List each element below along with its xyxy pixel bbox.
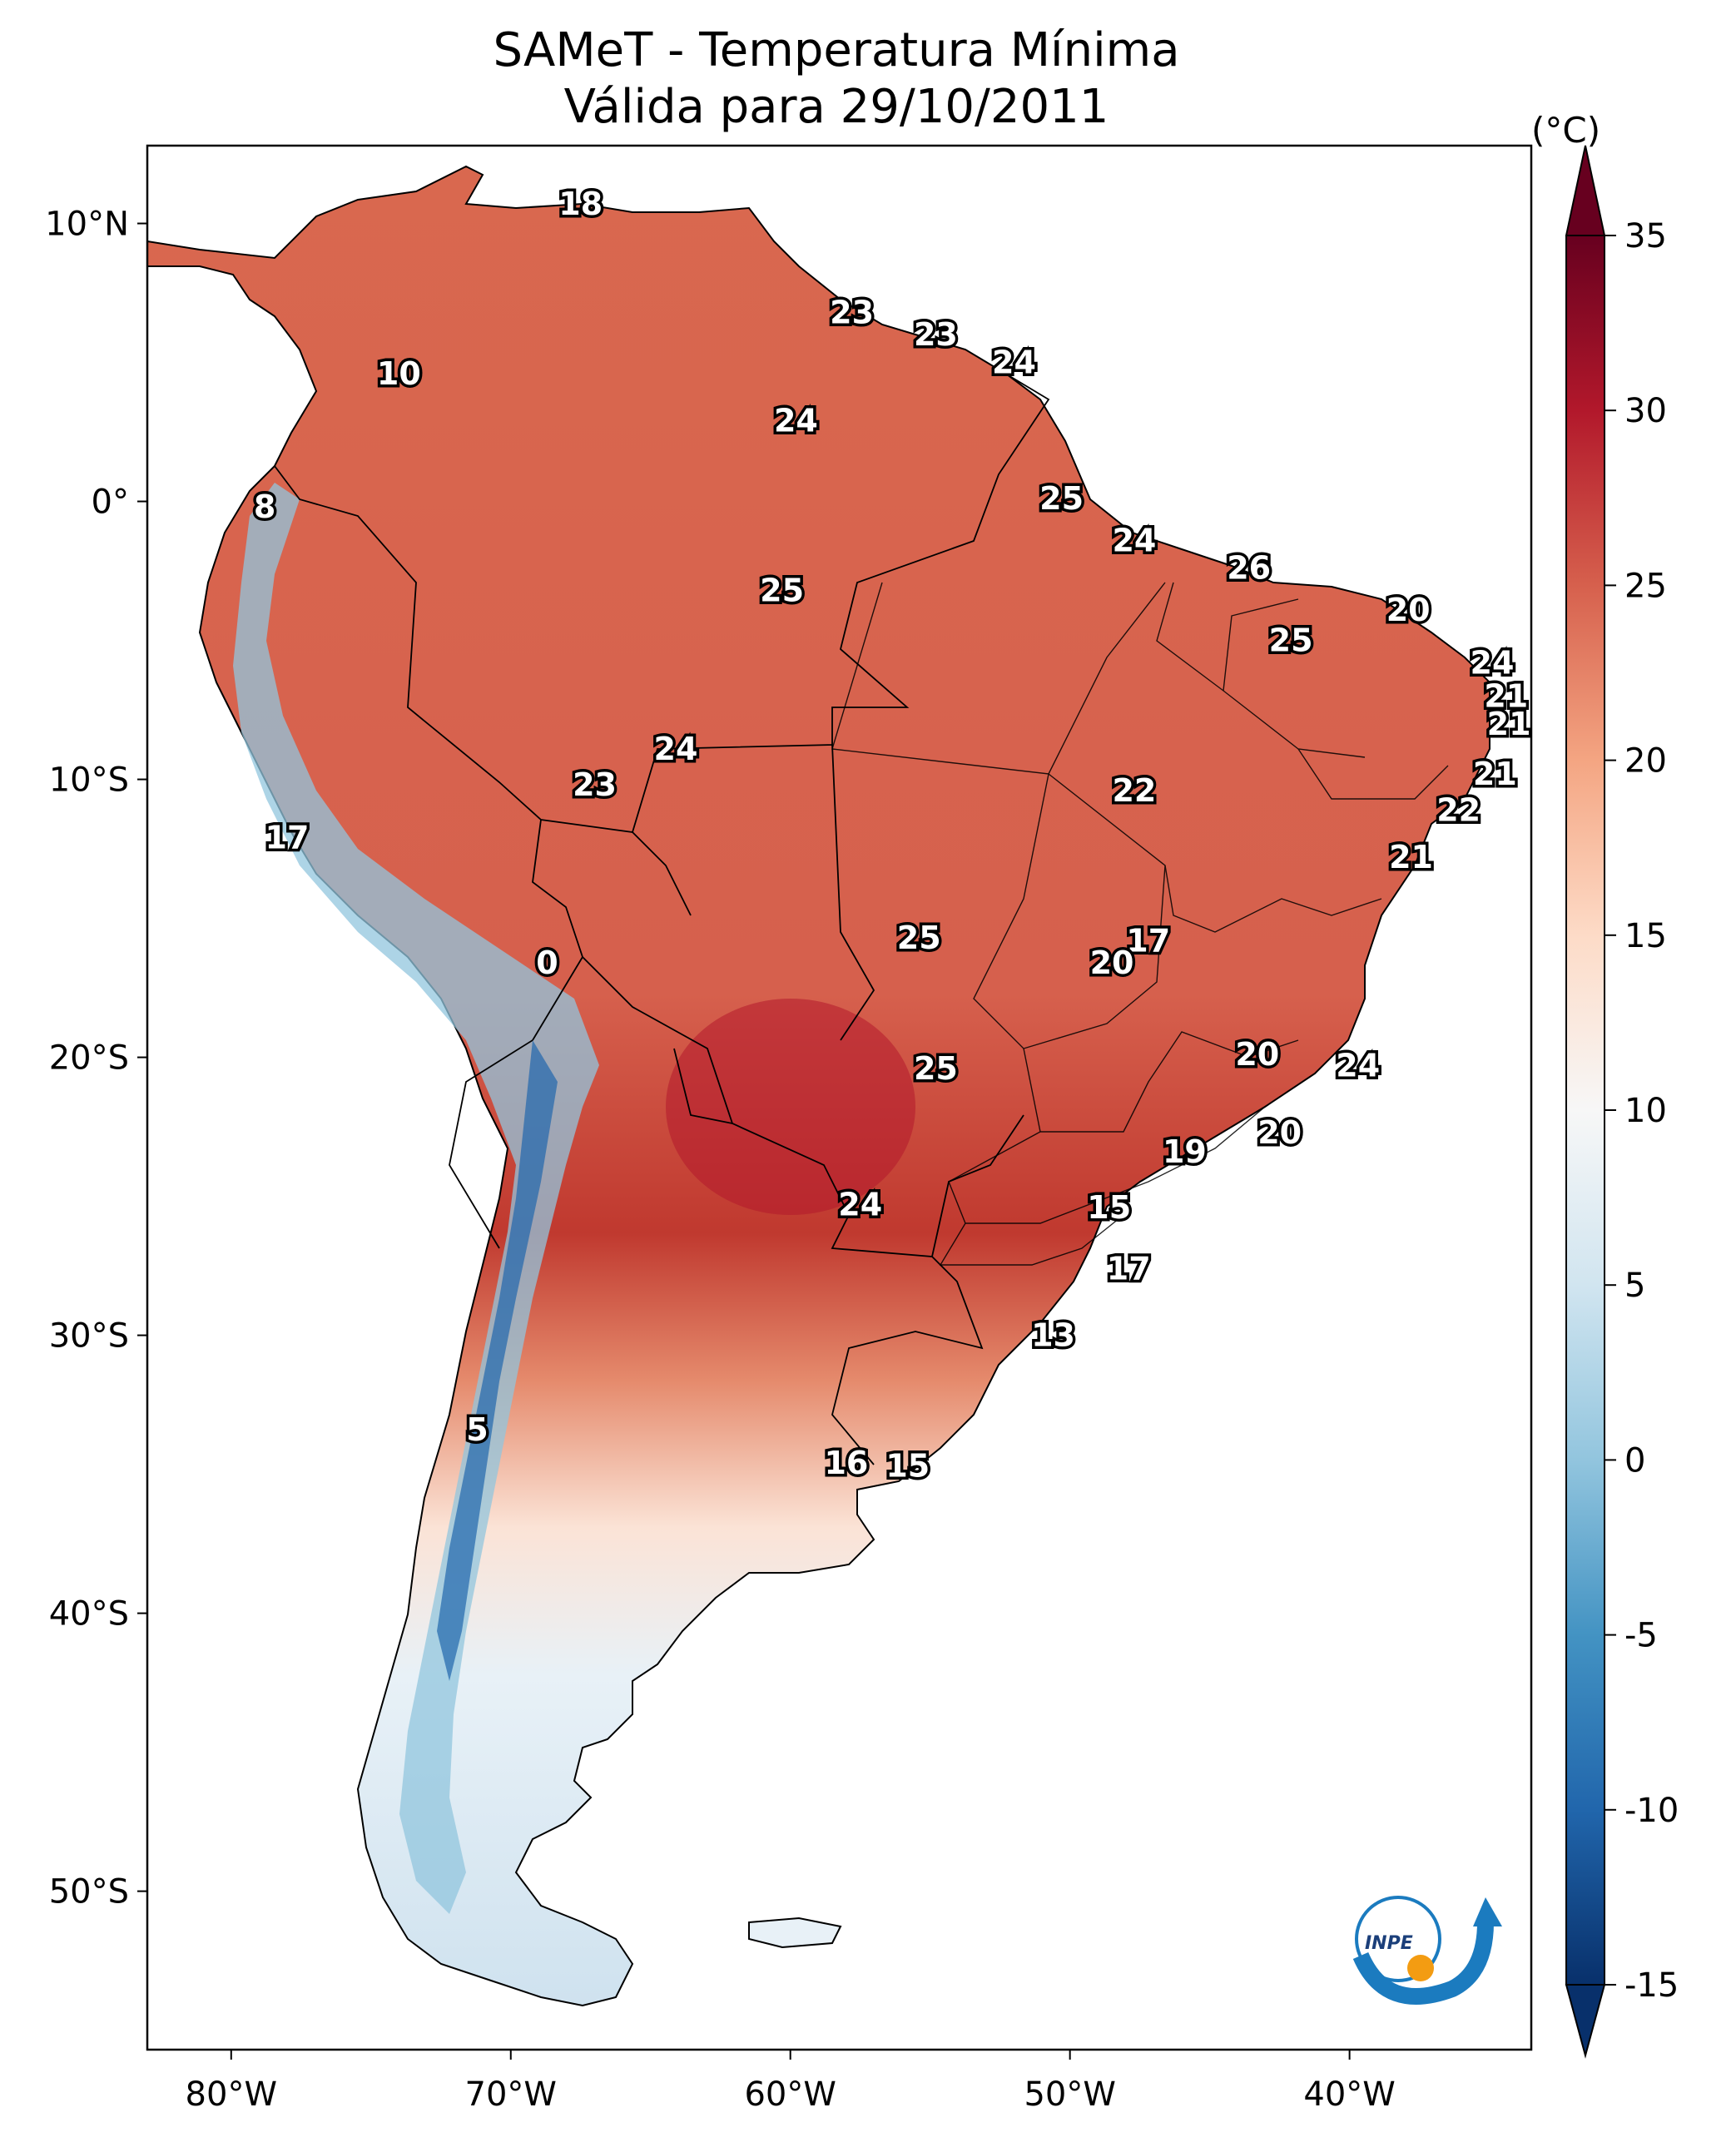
lat-tick-label: 20°S <box>49 1039 129 1078</box>
temperature-label: 22 <box>1436 791 1481 828</box>
temperature-label: 5 <box>466 1411 488 1448</box>
lat-tick-label: 50°S <box>49 1873 129 1912</box>
colorbar-tick-label: 25 <box>1624 567 1667 605</box>
colorbar-ticks: 35 30 25 20 15 10 5 0 -5 -10 -15 <box>1605 217 1679 2005</box>
temperature-label: 25 <box>914 1050 958 1087</box>
country-borders <box>274 374 1050 1465</box>
colorbar-tick-label: -5 <box>1624 1617 1658 1655</box>
colorbar-top-arrow <box>1565 145 1606 236</box>
temperature-label: 21 <box>1473 756 1517 792</box>
lat-tick-label: 40°S <box>49 1595 129 1634</box>
temperature-label: 24 <box>838 1187 882 1223</box>
temperature-label: 0 <box>536 945 558 981</box>
temperature-label: 26 <box>1227 550 1271 587</box>
colorbar-tick-label: 0 <box>1624 1441 1645 1480</box>
lon-tick-label: 60°W <box>744 2075 836 2114</box>
temperature-label: 19 <box>1163 1133 1207 1170</box>
colorbar-tick-label: 35 <box>1624 217 1667 255</box>
temperature-label: 21 <box>1389 839 1433 875</box>
lon-tick-label: 50°W <box>1024 2075 1115 2114</box>
temperature-label: 13 <box>1031 1317 1075 1354</box>
temperature-label: 20 <box>1386 592 1431 628</box>
colorbar-tick-label: 30 <box>1624 392 1667 430</box>
temperature-label: 20 <box>1257 1114 1302 1151</box>
andes-cold-band <box>233 483 599 1914</box>
colorbar: 35 30 25 20 15 10 5 0 -5 -10 -15 <box>1565 145 1679 2059</box>
temperature-label: 17 <box>1126 922 1170 959</box>
svg-text:INPE: INPE <box>1365 1933 1413 1954</box>
inpe-logo: INPE <box>1352 1896 1502 2005</box>
temperature-label: 15 <box>885 1448 930 1485</box>
temperature-label: 18 <box>558 186 603 222</box>
map-title: SAMeT - Temperatura Mínima <box>493 23 1180 77</box>
state-borders <box>831 582 1449 1266</box>
colorbar-tick-label: 10 <box>1624 1092 1667 1130</box>
temperature-label: 17 <box>265 820 310 856</box>
latitude-axis: 10°N 0° 10°S 20°S 30°S 40°S 50°S <box>45 206 147 1912</box>
temperature-label: 24 <box>1471 644 1515 681</box>
temperature-label: 25 <box>760 572 804 608</box>
colorbar-tick-label: 5 <box>1624 1267 1645 1305</box>
colorbar-tick-label: -15 <box>1624 1966 1679 2005</box>
temperature-label: 16 <box>824 1445 868 1481</box>
temperature-label: 25 <box>1039 480 1084 517</box>
temperature-label: 23 <box>573 766 617 803</box>
colorbar-bottom-arrow <box>1565 1984 1606 2059</box>
temperature-label: 24 <box>654 731 698 767</box>
temperature-label: 24 <box>992 345 1036 381</box>
temperature-label: 20 <box>1235 1036 1279 1073</box>
lon-tick-label: 40°W <box>1303 2075 1395 2114</box>
colorbar-unit: (°C) <box>1531 110 1601 151</box>
temperature-label: 24 <box>1112 522 1156 558</box>
colorbar-tick-label: 20 <box>1624 742 1667 781</box>
lat-tick-label: 30°S <box>49 1317 129 1356</box>
lat-tick-label: 10°N <box>45 206 129 244</box>
colorbar-tick-label: -10 <box>1624 1792 1679 1830</box>
temperature-label: 25 <box>1269 622 1313 659</box>
temperature-label: 17 <box>1107 1250 1151 1287</box>
warm-core <box>666 999 915 1215</box>
plot-frame <box>146 144 1533 2051</box>
temperature-label: 15 <box>1087 1189 1131 1226</box>
temperature-label: 24 <box>1336 1048 1380 1084</box>
temperature-label: 8 <box>254 488 275 525</box>
temperature-label: 21 <box>1484 677 1528 714</box>
temperature-label: 21 <box>1487 706 1531 742</box>
lon-tick-label: 70°W <box>465 2075 557 2114</box>
falkland-islands <box>748 1916 842 1949</box>
lat-tick-label: 0° <box>92 483 129 522</box>
temperature-label: 25 <box>897 920 941 956</box>
temperature-label: 23 <box>914 316 958 353</box>
temperature-label: 23 <box>830 294 874 330</box>
temperature-label: 24 <box>774 403 818 439</box>
longitude-axis: 80°W 70°W 60°W 50°W 40°W <box>186 2050 1396 2114</box>
lon-tick-label: 80°W <box>186 2075 277 2114</box>
map-subtitle: Válida para 29/10/2011 <box>563 80 1109 134</box>
lat-tick-label: 10°S <box>49 761 129 800</box>
temperature-label: 10 <box>377 355 421 392</box>
temperature-label: 22 <box>1112 772 1156 809</box>
colorbar-tick-label: 15 <box>1624 917 1667 955</box>
colorbar-gradient <box>1566 236 1605 1985</box>
temperature-label: 20 <box>1090 945 1134 981</box>
andes-cold-core <box>437 1040 558 1681</box>
